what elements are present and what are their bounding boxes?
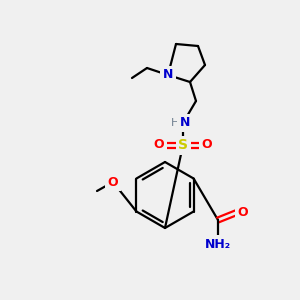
Text: S: S (178, 138, 188, 152)
Text: N: N (163, 68, 173, 82)
Text: N: N (180, 116, 190, 130)
Text: O: O (238, 206, 248, 218)
Text: NH₂: NH₂ (205, 238, 231, 250)
Text: O: O (108, 176, 118, 188)
Text: O: O (154, 139, 164, 152)
Text: H: H (171, 118, 179, 128)
Text: O: O (202, 139, 212, 152)
